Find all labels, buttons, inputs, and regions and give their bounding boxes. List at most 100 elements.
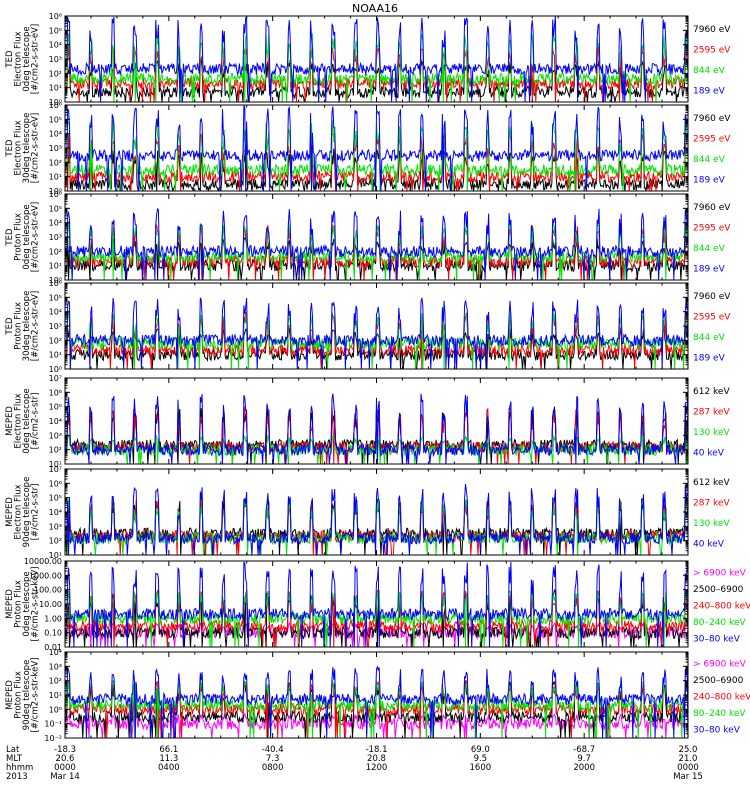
y-tick-label: 10⁶ <box>49 279 62 288</box>
legend-entry: 2595 eV <box>693 313 731 323</box>
footer-row-label: 2013 <box>6 772 28 782</box>
legend-entry: 189 eV <box>693 176 726 186</box>
y-tick-label: 10² <box>49 336 62 345</box>
plot-area <box>65 484 688 555</box>
footer-row-label: MLT <box>6 754 23 764</box>
y-tick-label: 10⁵ <box>49 115 62 124</box>
y-tick-label: 10³ <box>49 322 62 331</box>
legend-entry: 2500–6900 <box>693 676 744 686</box>
series-line-2-4 <box>65 105 688 191</box>
series-line-8-1 <box>65 711 688 738</box>
y-axis-label-line: TED <box>5 228 15 247</box>
y-tick-label: 10² <box>49 247 62 256</box>
y-tick-label: 10⁶ <box>49 388 62 397</box>
y-axis-label-line: [#/cm2-s-str-eV] <box>31 113 41 183</box>
y-tick-label: 10³ <box>49 144 62 153</box>
series-line-7-4 <box>65 589 688 647</box>
y-axis-label-line: [#/cm2-s-str-keV] <box>31 567 41 642</box>
legend-entry: 80–240 keV <box>693 709 746 719</box>
y-axis-label-line: MEPED <box>5 680 15 710</box>
plot-area <box>65 207 688 280</box>
y-tick-label: 10¹ <box>49 173 62 182</box>
y-axis-label-line: [#/cm2-s-str-eV] <box>31 24 41 94</box>
y-axis-label-line: 0deg telescope <box>22 204 32 269</box>
y-tick-label: 10⁰ <box>49 276 62 285</box>
y-tick-label: 10⁵ <box>49 403 62 412</box>
y-tick-label: 10⁴ <box>49 648 62 657</box>
legend-entry: 189 eV <box>693 87 726 97</box>
y-tick-label: 1000.00 <box>29 571 62 580</box>
footer-tick-hhmm: 0000 <box>54 763 76 773</box>
legend-entry: 30–80 keV <box>693 634 741 644</box>
y-axis-label-line: Electron Flux <box>14 31 24 86</box>
plot-area <box>65 16 688 102</box>
legend-entry: 40 keV <box>693 540 725 550</box>
y-axis-label-line: Electron Flux <box>14 393 24 448</box>
y-tick-label: 0.10 <box>44 629 62 638</box>
y-tick-label: 10⁷ <box>49 465 62 474</box>
y-axis-label-line: Proton Flux <box>14 671 24 719</box>
y-tick-label: 10⁰ <box>49 98 62 107</box>
y-axis-label-line: 30deg telescope <box>22 113 32 184</box>
y-tick-label: 100.00 <box>34 586 62 595</box>
y-tick-label: 10⁵ <box>49 26 62 35</box>
y-tick-label: 10⁶ <box>49 190 62 199</box>
legend-entry: 844 eV <box>693 333 726 343</box>
y-tick-label: 10⁴ <box>49 130 62 139</box>
footer-tick-mlt: 11.3 <box>159 754 178 764</box>
legend-entry: 287 keV <box>693 499 730 509</box>
footer-tick-hhmm: 1200 <box>366 763 388 773</box>
panel-7: 0.01 0.10 1.00 10.00 100.00 1000.00 10000.00 ME… <box>5 557 750 652</box>
y-tick-label: 10³ <box>49 55 62 64</box>
y-axis-label-line: MEPED <box>5 589 15 619</box>
legend-entry: 130 keV <box>693 519 730 529</box>
footer-row-label: Lat <box>6 745 20 755</box>
chart-title: NOAA16 <box>352 2 398 15</box>
y-axis-label-line: 0deg telescope <box>22 571 32 636</box>
y-tick-label: 10⁻² <box>44 734 62 743</box>
footer-tick-lat: -18.3 <box>54 745 76 755</box>
y-tick-label: 10000.00 <box>24 557 62 566</box>
series-line-5-3 <box>65 433 688 464</box>
footer-tick-mlt: 20.8 <box>367 754 386 764</box>
y-tick-label: 10⁶ <box>49 101 62 110</box>
legend-entry: 2595 eV <box>693 135 731 145</box>
footer-tick-date: Mar 14 <box>50 772 80 782</box>
y-axis-label-line: [#/cm2-s-str] <box>31 484 41 541</box>
y-axis-label-line: [#/cm2-s-str] <box>31 393 41 450</box>
y-tick-label: 10⁵ <box>49 204 62 213</box>
series-line-6-4 <box>65 484 688 555</box>
legend-entry: 80–240 keV <box>693 618 746 628</box>
legend-entry: 612 keV <box>693 478 730 488</box>
y-axis-label-line: Proton Flux <box>14 213 24 261</box>
y-tick-label: 10⁴ <box>49 308 62 317</box>
y-tick-label: 10² <box>49 69 62 78</box>
y-axis-label-line: TED <box>5 317 15 336</box>
y-tick-label: 10¹ <box>49 691 62 700</box>
y-tick-label: 10⁶ <box>49 479 62 488</box>
y-tick-label: 10⁰ <box>49 187 62 196</box>
y-tick-label: 10³ <box>49 233 62 242</box>
footer-tick-date: Mar 15 <box>673 772 703 782</box>
legend-entry: 7960 eV <box>693 292 731 302</box>
y-axis-label-line: MEPED <box>5 497 15 527</box>
footer-tick-lat: -68.7 <box>573 745 595 755</box>
y-axis-label-line: TED <box>5 139 15 158</box>
footer-tick-lat: -18.1 <box>366 745 388 755</box>
legend-entry: 30–80 keV <box>693 725 741 735</box>
y-tick-label: 10⁴ <box>49 219 62 228</box>
footer-tick-lat: 69.0 <box>471 745 490 755</box>
y-tick-label: 10² <box>49 537 62 546</box>
y-tick-label: 10³ <box>49 431 62 440</box>
plot-area <box>65 297 688 369</box>
y-tick-label: 10¹ <box>49 460 62 469</box>
legend-entry: 2595 eV <box>693 46 731 56</box>
footer-tick-mlt: 9.7 <box>577 754 591 764</box>
y-axis-label-line: 0deg telescope <box>22 388 32 453</box>
